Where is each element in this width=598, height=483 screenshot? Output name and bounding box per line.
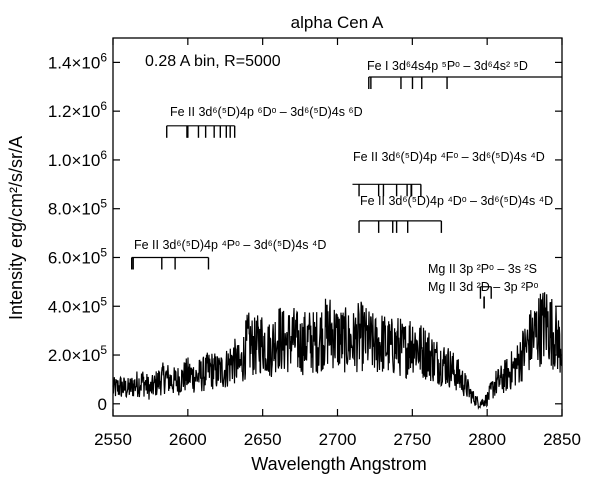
line-group-label: Mg II 3p ²Pᵒ – 3s ²S [428,262,537,276]
y-tick-label: 2.0×105 [48,343,107,365]
y-tick-label: 8.0×105 [48,197,107,219]
line-group-label: Fe II 3d⁶(⁵D)4p ⁴Dᵒ – 3d⁶(⁵D)4s ⁴D [360,194,553,208]
spectrum-line [112,292,563,410]
line-group: Fe II 3d⁶(⁵D)4p ⁴Fᵒ – 3d⁶(⁵D)4s ⁴D [352,150,545,197]
x-tick-label: 2750 [393,430,431,449]
line-group: Fe II 3d⁶(⁵D)4p ⁴Pᵒ – 3d⁶(⁵D)4s ⁴D [131,238,326,270]
bin-annotation: 0.28 A bin, R=5000 [145,53,281,70]
line-group: Fe I 3d⁶4s4p ⁵Pᵒ – 3d⁶4s² ⁵D [367,59,562,90]
y-tick-label: 0 [98,395,107,414]
x-tick-label: 2650 [244,430,282,449]
x-tick-label: 2700 [319,430,357,449]
y-axis-label: Intensity erg/cm²/s/sr/A [6,136,26,320]
x-tick-label: 2600 [169,430,207,449]
y-tick-label: 6.0×105 [48,245,107,267]
x-axis: 2550 2600 2650 2700 2750 2800 2850 [94,38,581,449]
line-group-label: Fe II 3d⁶(⁵D)4p ⁴Fᵒ – 3d⁶(⁵D)4s ⁴D [353,150,545,164]
line-group-label: Fe II 3d⁶(⁵D)4p ⁴Pᵒ – 3d⁶(⁵D)4s ⁴D [134,238,326,252]
chart-title: alpha Cen A [291,13,384,32]
line-group-label: Fe II 3d⁶(⁵D)4p ⁶Dᵒ – 3d⁶(⁵D)4s ⁶D [170,105,363,119]
line-identifications: Fe I 3d⁶4s4p ⁵Pᵒ – 3d⁶4s² ⁵D Fe II 3d⁶(⁵D… [131,59,562,309]
y-tick-label: 1.2×106 [48,99,107,121]
x-tick-label: 2550 [94,430,132,449]
y-tick-label: 1.4×106 [48,50,107,72]
line-group: Fe II 3d⁶(⁵D)4p ⁶Dᵒ – 3d⁶(⁵D)4s ⁶D [166,105,363,138]
line-group: Mg II 3d ²D – 3p ²Pᵒ [428,280,539,309]
y-tick-label: 1.0×106 [48,148,107,170]
line-group: Fe II 3d⁶(⁵D)4p ⁴Dᵒ – 3d⁶(⁵D)4s ⁴D [358,194,553,233]
x-axis-label: Wavelength Angstrom [251,454,426,474]
y-tick-label: 4.0×105 [48,294,107,316]
line-group: Mg II 3p ²Pᵒ – 3s ²S [428,262,537,299]
y-axis: 0 2.0×105 4.0×105 6.0×105 8.0×105 1.0×106 1.2×… [48,50,562,414]
x-tick-label: 2800 [468,430,506,449]
x-tick-label: 2850 [543,430,581,449]
line-group-label: Mg II 3d ²D – 3p ²Pᵒ [428,280,539,294]
line-group-label: Fe I 3d⁶4s4p ⁵Pᵒ – 3d⁶4s² ⁵D [367,59,528,73]
